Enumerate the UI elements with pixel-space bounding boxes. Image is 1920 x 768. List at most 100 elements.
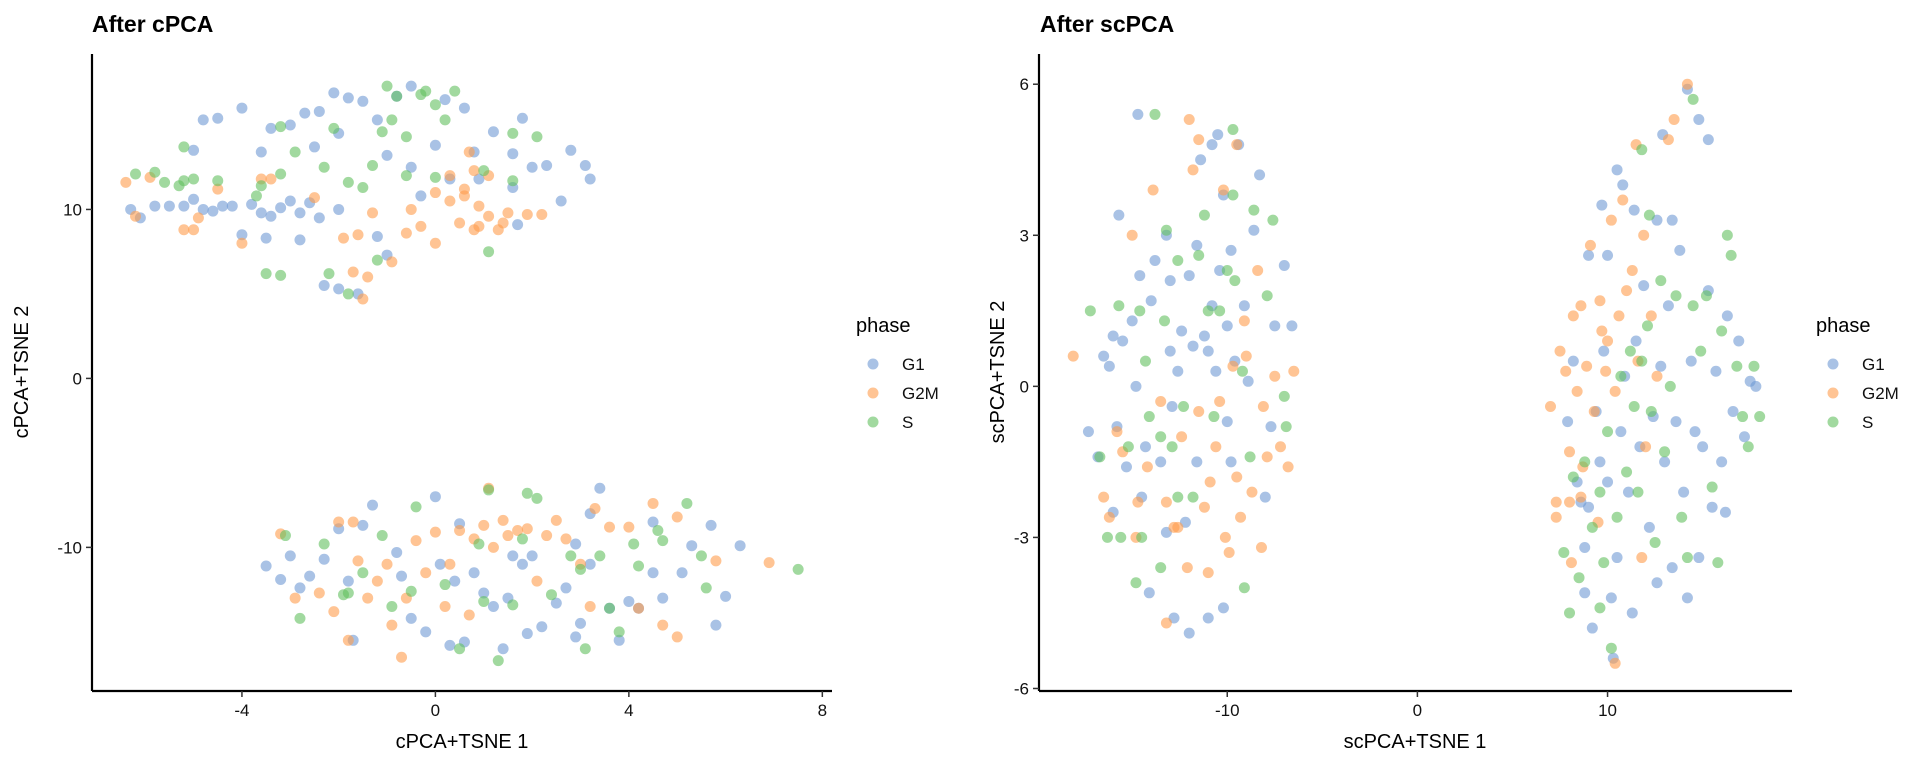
legend-marker-s: [1827, 416, 1839, 428]
data-point-g1: [1638, 280, 1650, 292]
data-point-s: [1632, 486, 1644, 498]
data-point-g1: [1583, 501, 1595, 513]
data-point-g2m: [444, 558, 456, 570]
data-point-s: [1261, 290, 1273, 302]
data-point-g2m: [1575, 300, 1587, 312]
data-point-g1: [584, 173, 596, 185]
data-point-g2m: [420, 567, 432, 579]
data-point-s: [792, 563, 804, 575]
legend-marker-g1: [1827, 358, 1839, 370]
data-point-g1: [497, 643, 509, 655]
data-point-g1: [284, 195, 296, 207]
data-point-g2m: [410, 535, 422, 547]
data-point-g2m: [1231, 471, 1243, 483]
data-point-g1: [284, 550, 296, 562]
data-point-g2m: [1550, 496, 1562, 508]
data-point-g2m: [1613, 310, 1625, 322]
data-point-g2m: [429, 237, 441, 249]
data-point-s: [1208, 411, 1220, 423]
data-point-g1: [313, 212, 325, 224]
data-point-g2m: [192, 212, 204, 224]
data-point-g1: [710, 619, 722, 631]
data-point-g2m: [1198, 501, 1210, 513]
data-point-g1: [405, 80, 417, 92]
data-point-s: [507, 175, 519, 187]
data-point-s: [342, 176, 354, 188]
data-point-s: [1143, 411, 1155, 423]
data-point-g1: [1254, 169, 1266, 181]
data-point-s: [1643, 209, 1655, 221]
data-point-g1: [1166, 400, 1178, 412]
data-point-g2m: [1571, 385, 1583, 397]
data-point-s: [188, 173, 200, 185]
data-point-s: [579, 643, 591, 655]
data-point-s: [1615, 370, 1627, 382]
data-point-s: [159, 176, 171, 188]
data-point-s: [1172, 491, 1184, 503]
data-point-g1: [512, 219, 524, 231]
data-point-g2m: [497, 514, 509, 526]
data-point-g1: [594, 482, 606, 494]
data-point-g2m: [454, 524, 466, 536]
data-point-s: [405, 585, 417, 597]
data-point-g2m: [1681, 78, 1693, 90]
data-point-g1: [275, 202, 287, 214]
data-point-s: [1187, 491, 1199, 503]
data-point-g1: [178, 200, 190, 212]
data-point-g1: [405, 161, 417, 173]
data-point-g2m: [478, 519, 490, 531]
data-point-s: [507, 599, 519, 611]
data-point-g2m: [521, 523, 533, 535]
data-point-g2m: [1204, 476, 1216, 488]
data-point-g2m: [521, 209, 533, 221]
data-point-g2m: [352, 229, 364, 241]
data-point-g2m: [763, 557, 775, 569]
data-point-g2m: [589, 503, 601, 515]
data-point-g1: [507, 148, 519, 160]
data-point-g2m: [1181, 562, 1193, 574]
data-point-s: [1754, 411, 1766, 423]
data-point-g2m: [1246, 486, 1258, 498]
data-point-s: [1166, 441, 1178, 453]
plot-area: -4 0 4 8 -10 0 10: [57, 54, 832, 720]
data-point-g1: [1702, 134, 1714, 146]
data-point-g2m: [1202, 567, 1214, 579]
data-point-g1: [1598, 345, 1610, 357]
data-point-s: [1573, 572, 1585, 584]
data-point-g2m: [483, 210, 495, 222]
x-tick-label: 4: [624, 701, 633, 720]
data-point-g2m: [1588, 406, 1600, 418]
data-point-g2m: [531, 575, 543, 587]
data-point-g2m: [1219, 531, 1231, 543]
data-point-s: [1202, 305, 1214, 317]
data-point-g1: [1579, 541, 1591, 553]
data-point-g2m: [1626, 265, 1638, 277]
data-point-s: [1227, 189, 1239, 201]
data-point-s: [681, 497, 693, 509]
data-point-s: [1101, 531, 1113, 543]
data-point-g2m: [396, 651, 408, 663]
data-point-g2m: [1554, 345, 1566, 357]
y-tick-label: -3: [1014, 528, 1029, 547]
legend-marker-g1: [867, 358, 879, 370]
data-point-g1: [1651, 577, 1663, 589]
data-point-s: [521, 487, 533, 499]
data-point-g1: [1225, 244, 1237, 256]
data-point-g2m: [1240, 350, 1252, 362]
data-point-s: [1586, 521, 1598, 533]
data-point-g1: [1617, 179, 1629, 191]
data-point-g1: [188, 193, 200, 205]
data-point-g2m: [1584, 239, 1596, 251]
data-point-s: [1636, 355, 1648, 367]
data-point-g1: [434, 558, 446, 570]
data-point-g1: [1678, 486, 1690, 498]
data-point-g2m: [130, 210, 142, 222]
data-point-g2m: [1227, 360, 1239, 372]
data-point-g1: [275, 573, 287, 585]
data-point-s: [1716, 325, 1728, 337]
data-point-g2m: [1638, 229, 1650, 241]
data-point-g2m: [1651, 370, 1663, 382]
data-point-g1: [1594, 456, 1606, 468]
data-point-g1: [1143, 587, 1155, 599]
